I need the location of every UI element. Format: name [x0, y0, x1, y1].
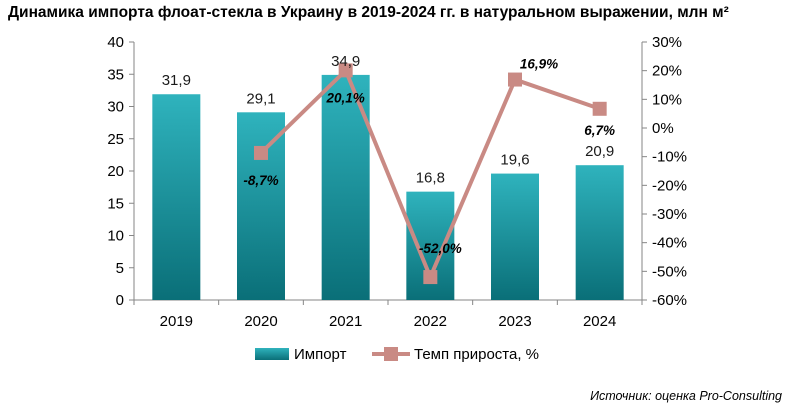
y-right-tick-label: -50%: [652, 263, 687, 280]
y-left-tick-label: 5: [116, 260, 124, 277]
x-tick-label: 2020: [244, 313, 277, 330]
y-left-tick-label: 30: [107, 99, 124, 116]
source-note: Источник: оценка Pro-Consulting: [590, 389, 782, 403]
rate-value-label: -8,7%: [243, 173, 278, 188]
y-right-tick-label: -60%: [652, 292, 687, 309]
y-right-tick-label: -20%: [652, 177, 687, 194]
rate-value-label: -52,0%: [419, 241, 462, 256]
y-left-tick-label: 15: [107, 195, 124, 212]
bar-value-label: 31,9: [162, 72, 191, 89]
y-right-tick-label: -40%: [652, 235, 687, 252]
bar-2019: [152, 94, 201, 301]
y-left-tick-label: 0: [116, 292, 124, 309]
legend-swatch-rate-marker: [384, 347, 398, 361]
bar-value-label: 16,8: [416, 170, 445, 187]
labels-group: 31,9 29,1 34,9 16,8 19,6 20,9 -8,7% 20,1% -52,0%…: [162, 53, 615, 256]
legend-swatch-import: [255, 348, 289, 360]
y-left-tick-label: 20: [107, 163, 124, 180]
bar-2020: [237, 112, 285, 301]
y-left-tick-label: 40: [107, 34, 124, 51]
bar-2024: [575, 165, 624, 300]
y-right-tick-label: 0%: [652, 120, 674, 137]
y-right-tick-label: -10%: [652, 149, 687, 166]
y-left-tick-label: 10: [107, 228, 124, 245]
x-tick-label: 2021: [329, 313, 362, 330]
bar-2023: [491, 173, 539, 300]
y-right-tick-label: 20%: [652, 63, 682, 80]
legend-label-rate: Темп прироста, %: [414, 346, 539, 363]
bars-group: [152, 74, 624, 301]
rate-value-label: 20,1%: [326, 90, 365, 105]
rate-point-2024: [592, 101, 607, 116]
axes-group: 0 5 10 15 20 25 30 35 40 -60% -50% -40% -30% -20% -10%…: [107, 34, 687, 330]
rate-point-2020: [254, 145, 268, 160]
y-left-tick-label: 35: [107, 66, 124, 83]
rate-point-2022: [423, 270, 438, 285]
y-right-tick-label: 30%: [652, 34, 682, 51]
rate-value-label: 16,9%: [520, 57, 558, 72]
chart-title: Динамика импорта флоат-стекла в Украину …: [8, 4, 729, 21]
bar-value-label: 20,9: [585, 143, 614, 160]
legend: Импорт Темп прироста, %: [255, 346, 539, 363]
bar-value-label: 29,1: [246, 90, 275, 107]
rate-point-2023: [508, 72, 522, 87]
x-tick-label: 2022: [414, 313, 447, 330]
x-tick-label: 2019: [160, 313, 193, 330]
y-right-tick-label: -30%: [652, 206, 687, 223]
bar-value-label: 34,9: [331, 53, 360, 70]
x-tick-label: 2024: [583, 313, 616, 330]
y-right-tick-label: 10%: [652, 91, 682, 108]
rate-point-2021: [338, 63, 353, 78]
legend-label-import: Импорт: [294, 346, 347, 363]
rate-value-label: 6,7%: [584, 123, 615, 138]
y-left-tick-label: 25: [107, 131, 124, 148]
bar-value-label: 19,6: [500, 152, 529, 169]
rate-line-group: [254, 63, 607, 285]
x-tick-label: 2023: [498, 313, 531, 330]
